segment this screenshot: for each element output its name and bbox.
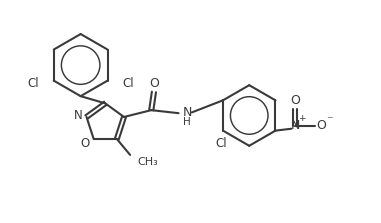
Text: O: O bbox=[149, 77, 159, 90]
Text: Cl: Cl bbox=[215, 137, 227, 150]
Text: Cl: Cl bbox=[28, 77, 39, 90]
Text: H: H bbox=[183, 116, 191, 126]
Text: O: O bbox=[317, 119, 327, 132]
Text: N: N bbox=[183, 106, 192, 119]
Text: CH₃: CH₃ bbox=[138, 157, 158, 167]
Text: N: N bbox=[74, 109, 83, 122]
Text: ⁻: ⁻ bbox=[326, 114, 333, 127]
Text: Cl: Cl bbox=[122, 77, 134, 90]
Text: O: O bbox=[290, 94, 300, 107]
Text: O: O bbox=[81, 137, 90, 150]
Text: +: + bbox=[298, 114, 306, 123]
Text: N: N bbox=[290, 119, 300, 132]
